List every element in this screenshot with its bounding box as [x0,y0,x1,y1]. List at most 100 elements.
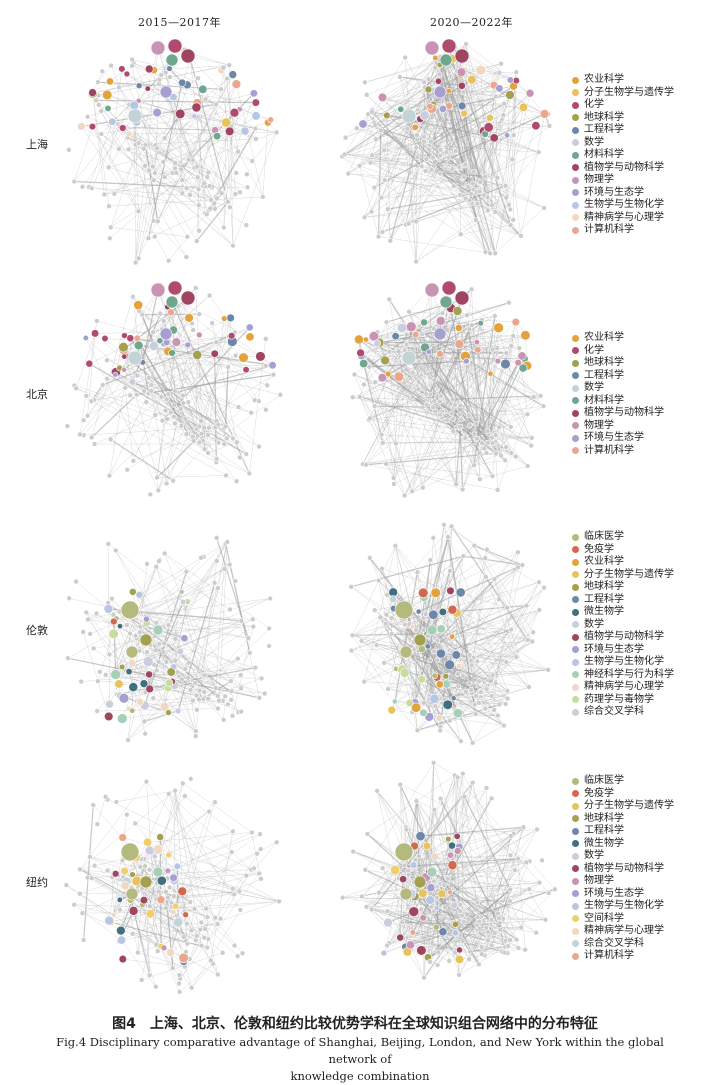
network-node [461,110,468,117]
network-edge [192,964,213,988]
network-node [131,458,136,463]
network-node [442,883,447,888]
network-node [431,535,436,540]
network-node [218,916,223,921]
network-node [437,625,446,634]
legend-label: 农业科学 [584,74,624,87]
legend-item: 精神病学与心理学 [572,681,674,694]
network-node [129,659,136,666]
network-node [183,416,188,421]
network-node [466,917,471,922]
network-node [447,568,452,573]
legend-swatch [572,815,579,822]
network-node [166,791,171,796]
network-node [221,225,226,230]
legend-label: 环境与生态学 [584,888,644,901]
network-node [208,958,213,963]
network-node [395,843,413,861]
network-node [144,561,149,566]
network-node [461,90,466,95]
network-node [423,842,431,850]
network-node [119,342,129,352]
network-node [464,358,470,364]
network-node [157,77,162,82]
network-node [232,943,237,948]
network-node [74,386,79,391]
network-node [184,432,189,437]
network-node [391,475,396,480]
network-node [238,673,243,678]
network-node [436,681,443,688]
network-node [451,184,456,189]
network-node [129,588,136,595]
network-node [397,74,402,79]
network-node [202,935,207,940]
network-node [180,393,185,398]
network-node [117,897,122,902]
network-node [196,203,201,208]
network-node [458,739,463,744]
network-node [376,890,381,895]
network-node [251,866,256,871]
network-node [508,223,513,228]
network-node [232,80,241,89]
network-node [199,943,204,948]
legend-swatch [572,410,579,417]
network-node [119,834,127,842]
legend-label: 药理学与毒物学 [584,694,654,707]
legend-swatch [572,940,579,947]
network-node [427,884,435,892]
network-node [216,440,221,445]
legend-swatch [572,164,579,171]
network-node [492,313,497,318]
network-node [531,630,536,635]
network-node [81,629,86,634]
legend-label: 植物学与动物科学 [584,407,664,420]
network-node [99,109,104,114]
network-node [451,902,458,909]
network-node [446,534,451,539]
network-node [385,207,390,212]
network-node [442,905,447,910]
network-node [510,157,515,162]
network-node [234,440,239,445]
network-node [519,103,527,111]
network-node [397,934,404,941]
network-node [483,174,488,179]
network-node [432,649,437,654]
network-node [458,909,463,914]
network-node [168,281,182,295]
network-node [485,195,490,200]
network-node [406,221,411,226]
network-node [340,895,345,900]
network-node [461,554,466,559]
network-edge [158,104,216,221]
network-node [197,424,202,429]
network-node [495,713,500,718]
network-node [204,906,209,911]
network-node [451,416,456,421]
network-node [194,707,199,712]
network-node [84,610,89,615]
network-node [143,616,149,622]
legend-item: 临床医学 [572,775,674,788]
network-node [374,137,379,142]
network-node [119,66,126,73]
network-node [435,78,441,84]
network-node [504,351,509,356]
network-node [180,191,185,196]
network-node [126,147,131,152]
network-node [412,331,419,338]
network-node [417,946,427,956]
network-node [128,393,133,398]
network-edge [154,221,187,257]
network-node [404,332,409,337]
network-node [492,707,497,712]
network-node [133,633,138,638]
network-node [352,372,357,377]
legend-item: 材料科学 [572,149,674,162]
network-node [443,673,449,679]
legend-item: 综合交叉学科 [572,706,674,719]
legend-label: 化学 [584,99,604,112]
network-node [128,351,142,365]
